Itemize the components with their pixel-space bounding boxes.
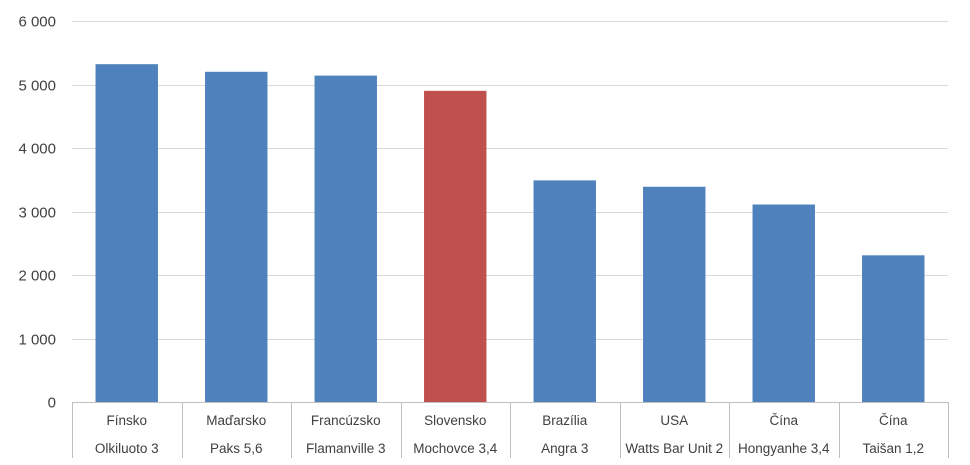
bar — [95, 64, 158, 403]
y-axis-tick-labels: 0 1 000 2 000 3 000 4 000 5 000 6 000 — [18, 14, 56, 412]
category-label-plant: Hongyanhe 3,4 — [738, 441, 830, 456]
category-label-country: USA — [660, 413, 688, 428]
y-tick-label: 2 000 — [18, 268, 56, 285]
category-label-plant: Taišan 1,2 — [862, 441, 924, 456]
category-label-country: Brazília — [542, 413, 588, 428]
bar — [205, 71, 268, 403]
x-axis-category-labels: Fínsko Olkiluoto 3 Maďarsko Paks 5,6 Francúz… — [95, 413, 924, 456]
category-label-country: Slovensko — [424, 413, 486, 428]
category-label-country: Francúzsko — [311, 413, 381, 428]
x-axis — [72, 402, 949, 458]
bar — [862, 255, 925, 402]
gridlines — [72, 21, 948, 340]
category-label-plant: Flamanville 3 — [306, 441, 386, 456]
category-label-plant: Mochovce 3,4 — [413, 441, 498, 456]
bar — [643, 186, 706, 402]
category-label-plant: Paks 5,6 — [210, 441, 263, 456]
bar — [533, 180, 596, 402]
y-tick-label: 5 000 — [18, 78, 56, 95]
bar — [752, 204, 815, 402]
bar — [314, 75, 377, 403]
category-label-plant: Watts Bar Unit 2 — [625, 441, 723, 456]
category-label-country: Čína — [879, 413, 908, 428]
bars — [95, 64, 925, 403]
category-label-plant: Olkiluoto 3 — [95, 441, 159, 456]
bar — [424, 90, 487, 402]
category-label-plant: Angra 3 — [541, 441, 588, 456]
category-label-country: Fínsko — [106, 413, 147, 428]
y-tick-label: 4 000 — [18, 141, 56, 158]
category-label-country: Čína — [769, 413, 798, 428]
y-tick-label: 0 — [48, 395, 56, 412]
category-label-country: Maďarsko — [206, 413, 266, 428]
y-tick-label: 3 000 — [18, 205, 56, 222]
y-tick-label: 1 000 — [18, 332, 56, 349]
y-tick-label: 6 000 — [18, 14, 56, 31]
